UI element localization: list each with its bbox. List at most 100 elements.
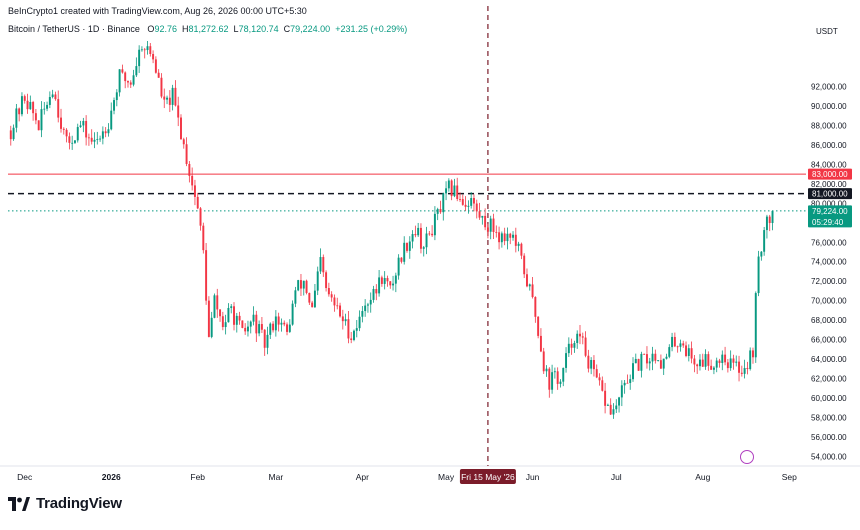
- candle-body: [422, 247, 425, 249]
- candle-body: [500, 233, 503, 243]
- candle-body: [724, 354, 727, 363]
- candle-body: [559, 381, 562, 384]
- candle-body: [431, 233, 434, 236]
- candle-body: [207, 300, 210, 337]
- y-axis-tick-label: 80,000.00: [811, 199, 847, 208]
- candle-body: [138, 49, 141, 67]
- candle-body: [626, 382, 629, 384]
- candle-body: [308, 292, 311, 303]
- candle-body: [623, 382, 626, 386]
- ohlc-change: +231.25 (+0.29%): [335, 24, 408, 34]
- candle-body: [679, 343, 682, 347]
- candle-body: [531, 284, 534, 298]
- tradingview-logo: TradingView: [8, 495, 122, 512]
- candle-body: [154, 59, 157, 73]
- candle-body: [715, 360, 718, 368]
- candle-body: [765, 216, 768, 231]
- candle-body: [132, 75, 135, 85]
- candle-body: [665, 356, 668, 359]
- candle-body: [87, 137, 90, 139]
- price-tag-label: 83,000.00: [812, 170, 848, 179]
- candle-body: [512, 234, 515, 238]
- candle-body: [341, 316, 344, 322]
- candle-body: [241, 320, 244, 328]
- candle-body: [90, 137, 93, 142]
- candle-body: [96, 139, 99, 140]
- candle-body: [696, 364, 699, 367]
- y-axis-tick-label: 84,000.00: [811, 160, 847, 169]
- candle-body: [104, 131, 107, 134]
- candle-body: [9, 130, 12, 140]
- candle-body: [459, 199, 461, 200]
- event-flag-icon[interactable]: [740, 450, 754, 464]
- candle-body: [698, 359, 701, 367]
- candle-body: [520, 243, 523, 256]
- candle-body: [590, 360, 593, 369]
- candle-body: [570, 343, 573, 348]
- candle-body: [693, 358, 696, 365]
- candle-body: [682, 343, 685, 346]
- candle-body: [23, 96, 26, 101]
- candle-body: [20, 96, 23, 115]
- candle-body: [277, 316, 280, 325]
- candle-body: [174, 87, 177, 106]
- candle-body: [291, 303, 294, 325]
- candle-body: [732, 358, 735, 363]
- candle-body: [414, 234, 417, 236]
- candle-body: [110, 110, 113, 130]
- candle-body: [492, 218, 495, 232]
- candle-body: [62, 128, 65, 130]
- candle-body: [495, 231, 498, 233]
- candle-body: [43, 108, 46, 110]
- candle-body: [361, 311, 364, 317]
- candle-body: [246, 326, 249, 332]
- candle-body: [76, 127, 79, 141]
- price-tag: [808, 188, 852, 200]
- ohlc-open-label: O: [147, 24, 155, 34]
- candle-body: [648, 361, 651, 364]
- candle-body: [704, 354, 707, 367]
- candle-body: [403, 242, 406, 262]
- candle-body: [121, 69, 124, 73]
- candle-body: [707, 354, 710, 366]
- candle-body: [171, 87, 174, 105]
- candle-body: [210, 317, 213, 337]
- candle-body: [659, 360, 662, 369]
- candle-body: [252, 314, 255, 322]
- price-tag-label: 79,224.00: [812, 207, 848, 216]
- created-by-line: BeInCrypto1 created with TradingView.com…: [8, 6, 307, 16]
- candle-body: [470, 198, 473, 206]
- candle-body: [311, 302, 314, 308]
- candle-body: [506, 233, 509, 242]
- candle-body: [710, 365, 713, 370]
- currency-label: USDT: [816, 27, 838, 36]
- candle-body: [637, 358, 640, 371]
- candle-body: [188, 163, 191, 176]
- candle-body: [350, 338, 353, 340]
- candle-body: [79, 125, 82, 128]
- candle-body: [129, 82, 132, 85]
- candle-body: [768, 216, 771, 224]
- candle-body: [743, 368, 746, 374]
- candle-body: [595, 369, 598, 378]
- candle-body: [157, 72, 160, 78]
- candle-body: [185, 144, 188, 164]
- candle-body: [299, 280, 302, 289]
- candle-body: [85, 120, 88, 138]
- candle-body: [366, 304, 369, 306]
- candle-body: [319, 257, 322, 272]
- x-axis-tick-label: 2026: [102, 472, 121, 482]
- y-axis-tick-label: 90,000.00: [811, 102, 847, 111]
- candle-body: [258, 324, 261, 334]
- candle-body: [615, 405, 618, 410]
- candle-body: [425, 233, 428, 248]
- candle-body: [358, 316, 361, 329]
- candle-body: [445, 188, 448, 194]
- candle-body: [339, 305, 342, 317]
- candle-body: [671, 336, 674, 348]
- x-axis-tick-label: May: [438, 472, 455, 482]
- candle-body: [428, 233, 431, 235]
- candle-body: [701, 359, 704, 367]
- candle-body: [526, 274, 528, 287]
- candle-body: [369, 299, 372, 305]
